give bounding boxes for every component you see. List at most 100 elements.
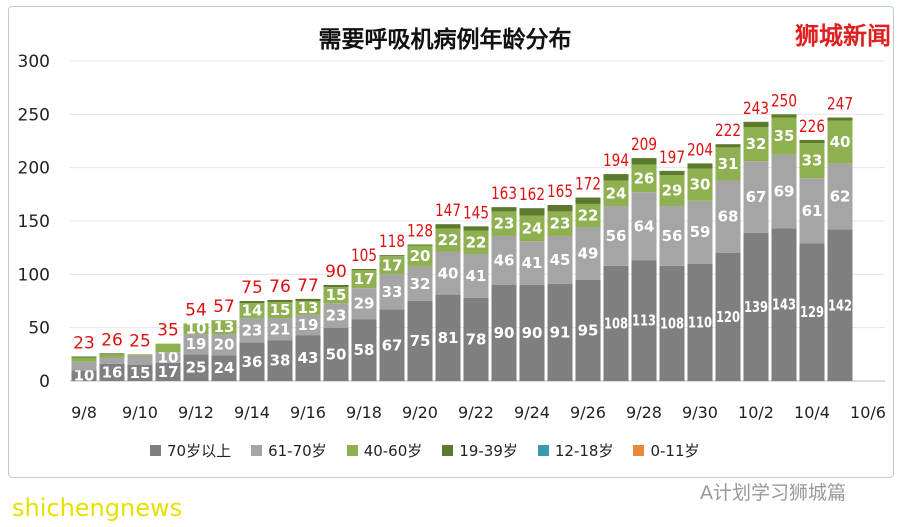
segment-label: 62: [830, 187, 851, 205]
segment-label: 56: [662, 227, 683, 245]
bar-segment: [547, 235, 573, 284]
segment-label: 15: [130, 364, 151, 382]
total-label: 26: [101, 330, 123, 350]
legend-label: 12-18岁: [554, 442, 614, 460]
segment-label: 21: [270, 320, 291, 338]
segment-label: 40: [438, 264, 459, 282]
total-label: 105: [351, 246, 377, 266]
legend-label: 70岁以上: [167, 442, 232, 460]
watermark-bottom-left: shichengnews: [12, 494, 183, 522]
bar-segment: [295, 314, 321, 336]
bar-segment: [603, 174, 629, 181]
bar-segment: [799, 178, 825, 244]
legend-item: 70岁以上: [150, 440, 231, 461]
segment-label: 30: [690, 176, 711, 194]
segment-label: 19: [298, 316, 319, 334]
bar-segment: [631, 164, 657, 193]
bar-segment: [183, 323, 209, 335]
bar-segment: [659, 265, 685, 381]
total-label: 197: [659, 148, 685, 168]
total-label: 204: [687, 140, 713, 160]
bar-segment: [603, 180, 629, 207]
bar-segment: [743, 232, 769, 381]
x-tick-label: 9/26: [570, 403, 606, 422]
x-tick-label: 9/30: [682, 403, 718, 422]
bar-segment: [71, 361, 97, 371]
chart-title: 需要呼吸机病例年龄分布: [318, 27, 572, 53]
segment-label: 91: [550, 323, 571, 341]
legend-label: 19-39岁: [459, 442, 518, 460]
bar-segment: [799, 243, 825, 381]
segment-label: 64: [634, 217, 655, 235]
total-label: 118: [379, 232, 405, 252]
bar-segment: [631, 158, 657, 165]
legend-item: 40-60岁: [346, 440, 423, 461]
segment-label: 41: [522, 254, 543, 272]
total-label: 172: [575, 175, 601, 195]
bar-segment: [687, 163, 713, 169]
segment-label: 10: [74, 367, 95, 385]
total-label: 25: [129, 331, 151, 351]
legend-swatch: [633, 445, 645, 456]
segment-label: 58: [354, 341, 375, 359]
bar-segment: [827, 229, 853, 381]
bar-segment: [519, 208, 545, 216]
total-label: 145: [463, 203, 489, 223]
bar-segment: [547, 205, 573, 212]
legend-item: 12-18岁: [537, 440, 614, 461]
bar-segment: [435, 294, 461, 381]
bar-segment: [827, 117, 853, 121]
y-tick-label: 300: [18, 52, 50, 72]
segment-label: 32: [746, 135, 767, 153]
segment-label: 67: [382, 336, 403, 354]
segment-label: 143: [772, 296, 796, 314]
bar-segment: [323, 287, 349, 304]
bar-segment: [127, 355, 153, 365]
y-tick-label: 200: [18, 159, 50, 179]
legend-item: 19-39岁: [442, 440, 518, 461]
bar-segment: [575, 227, 601, 280]
bar-segment: [239, 301, 265, 304]
legend-label: 40-60岁: [363, 442, 423, 460]
segment-label: 40: [830, 133, 851, 151]
segment-label: 50: [326, 345, 347, 363]
segment-label: 19: [186, 335, 207, 353]
total-label: 222: [715, 121, 741, 141]
bar-segment: [743, 121, 769, 128]
total-label: 77: [297, 276, 319, 296]
bar-segment: [799, 139, 825, 144]
bar-segment: [267, 299, 293, 303]
x-tick-label: 9/20: [402, 403, 438, 422]
bar-segment: [155, 362, 181, 381]
bar-segment: [771, 114, 797, 118]
x-tick-label: 9/22: [458, 403, 494, 422]
bar-segment: [547, 211, 573, 236]
bar-segment: [603, 265, 629, 381]
bar-segment: [519, 215, 545, 242]
x-tick-label: 10/4: [794, 403, 830, 422]
total-label: 250: [771, 91, 797, 111]
segment-label: 43: [298, 349, 319, 367]
bar-segment: [491, 211, 517, 236]
segment-label: 24: [522, 219, 543, 237]
bar-segment: [71, 356, 97, 358]
segment-label: 56: [606, 227, 627, 245]
chart-frame: [8, 6, 894, 478]
segment-label: 24: [606, 184, 627, 202]
bar-segment: [715, 180, 741, 253]
segment-label: 90: [522, 324, 543, 342]
watermark-bottom-right: A计划学习狮城篇: [700, 482, 846, 504]
bar-segment: [743, 127, 769, 162]
bar-segment: [463, 254, 489, 298]
legend-swatch: [537, 445, 549, 456]
bar-segment: [351, 319, 377, 381]
bar-segment: [519, 241, 545, 285]
segment-label: 108: [604, 314, 628, 332]
bar-segment: [659, 206, 685, 266]
segment-label: 13: [298, 299, 319, 317]
segment-label: 67: [746, 188, 767, 206]
legend-label: 61-70岁: [268, 442, 327, 460]
bar-segment: [491, 235, 517, 285]
x-tick-label: 9/10: [122, 403, 158, 422]
bar-segment: [379, 274, 405, 310]
